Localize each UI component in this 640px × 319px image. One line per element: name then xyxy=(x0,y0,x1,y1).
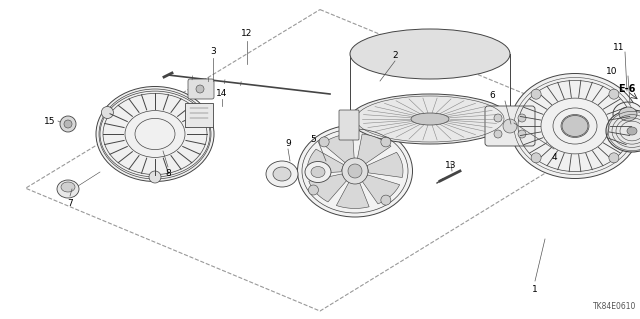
Circle shape xyxy=(531,153,541,163)
Circle shape xyxy=(494,130,502,138)
Circle shape xyxy=(518,130,526,138)
Circle shape xyxy=(64,120,72,128)
Ellipse shape xyxy=(96,86,214,182)
Ellipse shape xyxy=(273,167,291,181)
Circle shape xyxy=(609,153,619,163)
Text: 5: 5 xyxy=(310,135,316,144)
Polygon shape xyxy=(307,149,344,174)
Text: 4: 4 xyxy=(551,152,557,161)
Circle shape xyxy=(381,137,391,147)
Text: 11: 11 xyxy=(613,42,625,51)
Circle shape xyxy=(348,164,362,178)
Ellipse shape xyxy=(619,107,637,121)
Ellipse shape xyxy=(411,113,449,125)
Circle shape xyxy=(196,107,209,118)
Text: 7: 7 xyxy=(67,198,73,207)
Text: 12: 12 xyxy=(241,29,253,39)
Circle shape xyxy=(308,185,319,195)
Ellipse shape xyxy=(266,161,298,187)
Circle shape xyxy=(196,85,204,93)
Ellipse shape xyxy=(298,125,413,217)
Text: E-6: E-6 xyxy=(618,84,636,94)
Circle shape xyxy=(494,114,502,122)
Text: 2: 2 xyxy=(392,50,398,60)
Text: 15: 15 xyxy=(44,116,56,125)
FancyBboxPatch shape xyxy=(188,79,214,99)
Ellipse shape xyxy=(627,127,637,135)
Circle shape xyxy=(101,107,113,118)
Circle shape xyxy=(149,171,161,183)
Text: 10: 10 xyxy=(606,66,618,76)
Text: TK84E0610: TK84E0610 xyxy=(593,302,636,311)
Ellipse shape xyxy=(61,182,75,192)
Text: 8: 8 xyxy=(165,169,171,179)
Circle shape xyxy=(381,195,391,205)
Polygon shape xyxy=(367,152,403,177)
Polygon shape xyxy=(337,181,369,208)
Ellipse shape xyxy=(613,102,640,126)
Circle shape xyxy=(503,119,517,133)
Ellipse shape xyxy=(510,73,640,179)
Text: 1: 1 xyxy=(532,285,538,293)
Text: 14: 14 xyxy=(216,88,228,98)
Circle shape xyxy=(518,114,526,122)
Polygon shape xyxy=(308,174,347,202)
Text: 9: 9 xyxy=(285,139,291,149)
Polygon shape xyxy=(323,134,355,163)
FancyBboxPatch shape xyxy=(339,110,359,140)
Ellipse shape xyxy=(350,29,510,79)
Text: 6: 6 xyxy=(489,92,495,100)
Circle shape xyxy=(319,137,329,147)
Ellipse shape xyxy=(606,110,640,152)
Text: 13: 13 xyxy=(445,160,457,169)
Ellipse shape xyxy=(305,161,331,182)
Polygon shape xyxy=(362,175,400,204)
Ellipse shape xyxy=(350,94,510,144)
Ellipse shape xyxy=(562,115,588,137)
Ellipse shape xyxy=(57,180,79,198)
FancyBboxPatch shape xyxy=(485,106,535,146)
Text: 3: 3 xyxy=(210,48,216,56)
Ellipse shape xyxy=(311,167,325,177)
Circle shape xyxy=(531,89,541,99)
FancyBboxPatch shape xyxy=(185,103,213,127)
Circle shape xyxy=(60,116,76,132)
Circle shape xyxy=(342,158,368,184)
Polygon shape xyxy=(357,134,391,164)
Circle shape xyxy=(609,89,619,99)
